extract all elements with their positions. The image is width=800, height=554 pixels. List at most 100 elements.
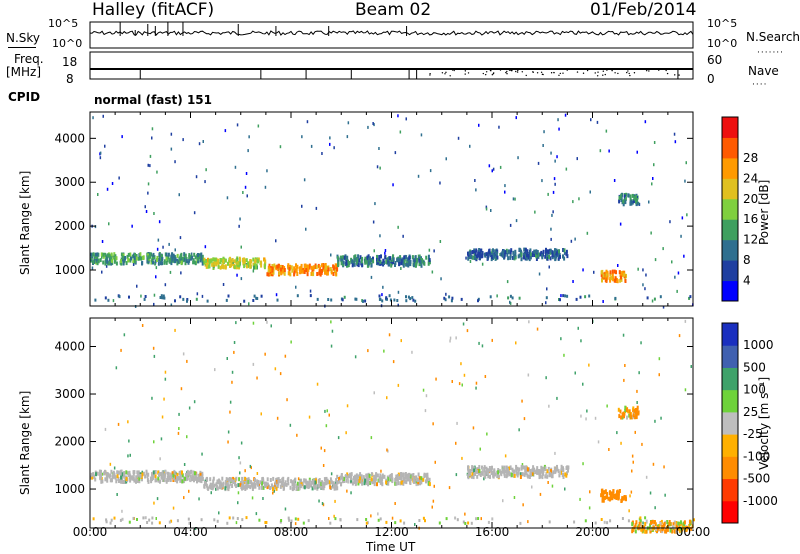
echo-band	[353, 262, 356, 267]
echo-band	[635, 520, 638, 525]
echo-noise	[334, 499, 336, 503]
echo-band	[394, 477, 397, 481]
echo-band	[206, 262, 208, 267]
echo-band	[428, 482, 431, 487]
echo-noise	[161, 415, 164, 419]
echo-band	[629, 415, 632, 420]
echo-noise	[455, 473, 458, 477]
echo-nearrange	[450, 299, 453, 303]
colorbar-tick-label: 16	[743, 212, 758, 226]
echo-band	[102, 252, 105, 257]
echo-band	[609, 278, 612, 283]
echo-noise	[636, 401, 638, 404]
echo-band	[354, 254, 357, 259]
echo-band	[194, 255, 197, 260]
echo-noise	[461, 456, 463, 460]
echo-noise	[658, 357, 661, 361]
echo-band	[547, 466, 550, 471]
echo-band	[520, 464, 523, 469]
echo-band	[544, 466, 547, 471]
echo-band	[620, 499, 623, 503]
echo-band	[501, 465, 504, 470]
echo-band	[626, 415, 628, 420]
colorbar-cell	[722, 157, 738, 179]
echo-band	[481, 254, 484, 259]
echo-band	[151, 472, 153, 477]
echo-band	[250, 482, 253, 487]
echo-noise	[170, 303, 173, 307]
echo-band	[367, 480, 370, 485]
echo-band	[247, 477, 250, 482]
echo-band	[103, 471, 106, 476]
echo-nearrange	[396, 299, 399, 302]
echo-band	[381, 473, 384, 478]
echo-nearrange	[163, 296, 166, 300]
echo-band	[402, 257, 404, 262]
echo-noise	[475, 381, 478, 385]
echo-noise	[272, 491, 274, 495]
echo-noise	[502, 499, 504, 503]
echo-band	[142, 255, 145, 260]
echo-band	[602, 490, 605, 495]
echo-band	[410, 476, 413, 481]
echo-band	[332, 266, 335, 271]
echo-band	[477, 251, 480, 256]
echo-noise	[630, 490, 633, 494]
echo-band	[289, 485, 292, 490]
echo-noise	[536, 327, 539, 331]
echo-band	[556, 464, 558, 469]
echo-band	[471, 255, 474, 260]
echo-band	[376, 254, 378, 259]
echo-band	[135, 477, 138, 482]
echo-band	[105, 471, 108, 476]
echo-band	[169, 257, 172, 262]
echo-band	[121, 255, 124, 260]
echo-band	[245, 480, 248, 485]
echo-nearrange	[151, 516, 154, 520]
echo-nearrange	[451, 296, 454, 300]
echo-band	[245, 264, 248, 269]
echo-band	[260, 260, 263, 265]
echo-band	[158, 473, 160, 478]
echo-band	[108, 474, 111, 479]
echo-band	[533, 249, 536, 254]
echo-band	[338, 477, 340, 481]
echo-noise	[179, 236, 182, 240]
echo-band	[135, 256, 138, 261]
echo-band	[299, 484, 302, 488]
echo-band	[125, 470, 128, 475]
echo-band	[231, 484, 234, 488]
echo-band	[634, 415, 637, 420]
echo-noise	[445, 292, 447, 296]
echo-noise	[546, 287, 548, 291]
echo-band	[124, 256, 127, 260]
echo-band	[519, 248, 522, 253]
echo-band	[212, 479, 215, 484]
echo-band	[232, 479, 235, 484]
echo-band	[266, 482, 268, 487]
echo-nearrange	[276, 298, 279, 302]
echo-band	[549, 248, 552, 253]
echo-band	[360, 259, 363, 264]
echo-band	[501, 468, 504, 473]
freq-tick-top: 18	[62, 55, 78, 69]
echo-band	[213, 261, 216, 266]
echo-noise	[328, 517, 330, 520]
echo-band	[513, 469, 515, 474]
echo-nearrange	[302, 521, 305, 525]
echo-band	[209, 259, 212, 263]
echo-noise	[466, 329, 469, 333]
echo-band	[212, 476, 215, 481]
echo-nearrange	[309, 294, 312, 298]
echo-noise	[669, 220, 671, 224]
echo-band	[307, 267, 310, 272]
echo-noise	[237, 491, 240, 495]
echo-band	[373, 474, 376, 479]
echo-band	[557, 469, 560, 474]
echo-band	[420, 480, 423, 485]
echo-band	[317, 479, 320, 483]
echo-band	[99, 258, 102, 263]
echo-band	[319, 269, 321, 274]
echo-noise	[370, 275, 373, 279]
colorbar-tick-label: 1000	[743, 338, 774, 352]
